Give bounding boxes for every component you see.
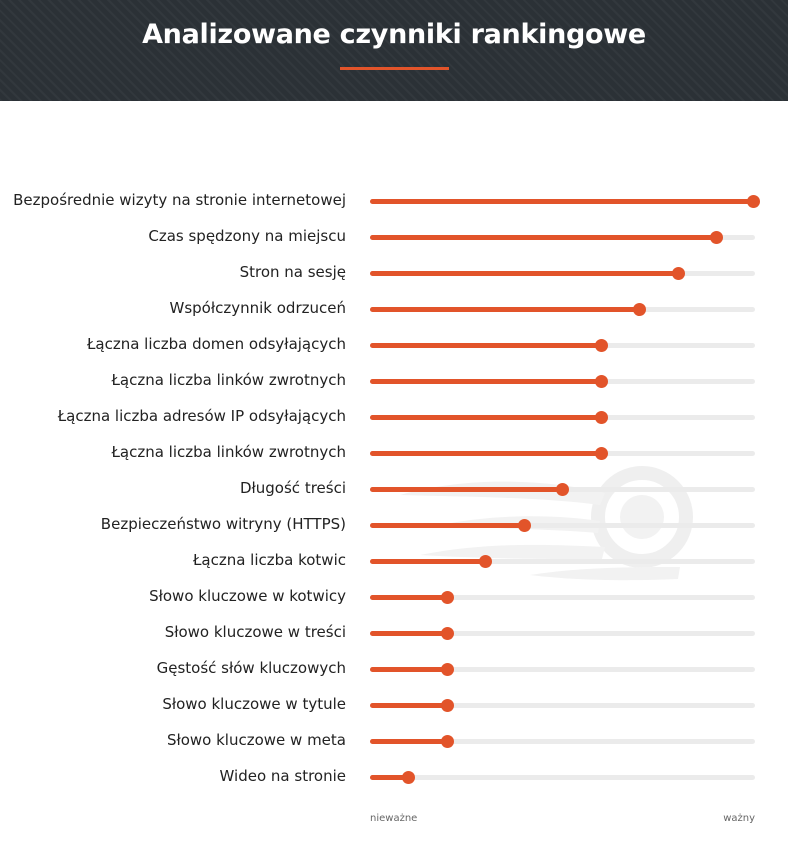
category-label: Wideo na stronie (219, 767, 346, 785)
category-label: Słowo kluczowe w treści (164, 623, 346, 641)
bar-fill (370, 415, 601, 420)
bar-track (370, 699, 755, 712)
category-label: Współczynnik odrzuceń (169, 299, 346, 317)
category-label: Bezpośrednie wizyty na stronie interneto… (13, 191, 346, 209)
category-label: Słowo kluczowe w kotwicy (149, 587, 346, 605)
bar-fill (370, 739, 447, 744)
chart-row: Gęstość słów kluczowych (0, 651, 788, 687)
bar-end-dot (594, 411, 608, 424)
bar-fill (370, 523, 524, 528)
bar-track (370, 339, 755, 352)
chart-row: Słowo kluczowe w meta (0, 723, 788, 759)
title-underline (340, 67, 449, 70)
category-label: Łączna liczba adresów IP odsyłających (57, 407, 346, 425)
bar-end-dot (440, 627, 454, 640)
category-label: Czas spędzony na miejscu (148, 227, 346, 245)
bar-track (370, 447, 755, 460)
category-label: Łączna liczba linków zwrotnych (111, 371, 346, 389)
bar-track (370, 231, 755, 244)
bar-track (370, 591, 755, 604)
bar-fill (370, 235, 717, 240)
bar-end-dot (479, 555, 492, 568)
bar-track (370, 303, 755, 316)
chart-row: Łączna liczba kotwic (0, 543, 788, 579)
bar-end-dot (402, 771, 415, 784)
chart-row: Wideo na stronie (0, 759, 788, 795)
bar-fill (370, 379, 601, 384)
chart-row: Łączna liczba linków zwrotnych (0, 363, 788, 399)
category-label: Bezpieczeństwo witryny (HTTPS) (100, 515, 346, 533)
bar-fill (370, 487, 563, 492)
chart-row: Czas spędzony na miejscu (0, 219, 788, 255)
bar-fill (370, 559, 486, 564)
bar-track (370, 195, 760, 208)
bar-track (370, 267, 755, 280)
bar-end-dot (440, 699, 454, 712)
bar-track (370, 627, 755, 640)
chart-row: Współczynnik odrzuceń (0, 291, 788, 327)
category-label: Łączna liczba kotwic (192, 551, 346, 569)
bar-end-dot (517, 519, 531, 532)
bar-fill (370, 199, 755, 204)
bar-track (370, 663, 755, 676)
chart-row: Słowo kluczowe w tytule (0, 687, 788, 723)
bar-end-dot (594, 375, 608, 388)
bar-end-dot (633, 303, 646, 316)
chart-rows: Bezpośrednie wizyty na stronie interneto… (0, 183, 788, 795)
bar-end-dot (440, 591, 454, 604)
chart-row: Bezpieczeństwo witryny (HTTPS) (0, 507, 788, 543)
bar-fill (370, 451, 601, 456)
bar-end-dot (671, 267, 685, 280)
chart-row: Bezpośrednie wizyty na stronie interneto… (0, 183, 788, 219)
bar-fill (370, 631, 447, 636)
bar-fill (370, 595, 447, 600)
chart-row: Słowo kluczowe w treści (0, 615, 788, 651)
bar-fill (370, 271, 678, 276)
category-label: Łączna liczba linków zwrotnych (111, 443, 346, 461)
axis-min-label: nieważne (370, 813, 418, 824)
chart-row: Długość treści (0, 471, 788, 507)
bar-end-dot (440, 735, 454, 748)
bar-fill (370, 667, 447, 672)
bar-fill (370, 775, 409, 780)
bar-fill (370, 307, 640, 312)
category-label: Słowo kluczowe w tytule (162, 695, 346, 713)
bar-track (370, 483, 755, 496)
bar-track (370, 375, 755, 388)
bar-track (370, 555, 755, 568)
page-title: Analizowane czynniki rankingowe (142, 19, 646, 50)
bar-end-dot (710, 231, 723, 244)
bar-end-dot (594, 339, 608, 352)
category-label: Gęstość słów kluczowych (156, 659, 346, 677)
category-label: Długość treści (239, 479, 346, 497)
bar-end-dot (746, 195, 760, 208)
category-label: Łączna liczba domen odsyłających (86, 335, 346, 353)
bar-track (370, 411, 755, 424)
chart-row: Łączna liczba domen odsyłających (0, 327, 788, 363)
header-banner: Analizowane czynniki rankingowe (0, 0, 788, 101)
bar-end-dot (440, 663, 454, 676)
bar-end-dot (556, 483, 569, 496)
chart-row: Stron na sesję (0, 255, 788, 291)
bar-fill (370, 703, 447, 708)
bar-fill (370, 343, 601, 348)
category-label: Słowo kluczowe w meta (166, 731, 346, 749)
bar-track (370, 519, 755, 532)
chart-row: Łączna liczba adresów IP odsyłających (0, 399, 788, 435)
axis-max-label: ważny (723, 813, 755, 824)
category-label: Stron na sesję (239, 263, 346, 281)
chart-row: Łączna liczba linków zwrotnych (0, 435, 788, 471)
chart-row: Słowo kluczowe w kotwicy (0, 579, 788, 615)
bar-track (370, 771, 755, 784)
bar-track (370, 735, 755, 748)
bar-end-dot (594, 447, 608, 460)
